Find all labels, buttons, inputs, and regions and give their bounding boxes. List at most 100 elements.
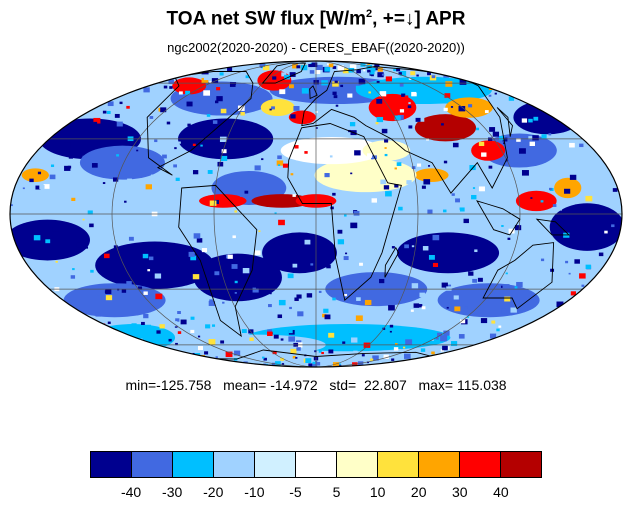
field-cell [280,338,284,341]
field-cell [254,165,261,171]
field-cell [399,70,407,77]
field-cell [234,292,237,294]
field-cell [221,149,227,154]
field-cell [367,63,371,67]
field-cell [533,116,539,121]
field-cell [294,297,299,301]
field-cell [379,278,385,284]
field-cell [464,306,468,310]
field-cell [443,160,448,164]
field-cell [503,142,506,145]
field-cell [207,280,212,285]
field-cell [278,219,285,226]
field-cell [432,234,440,241]
field-cell [96,295,102,300]
field-cell [343,256,349,261]
field-cell [281,72,287,77]
field-cell [502,284,510,290]
coastline-path [496,107,513,137]
field-cell [318,290,322,293]
field-cell [279,89,286,95]
field-cell [321,238,325,242]
field-cell [274,212,277,215]
field-cell [244,364,249,367]
field-cell [552,204,557,207]
field-cell [206,114,211,117]
colorbar-tick-label: -40 [120,484,142,500]
field-cell [35,185,41,190]
field-cell [89,223,94,228]
field-cell [227,67,233,72]
field-cell [76,242,83,248]
coastline-path [301,66,508,194]
field-cell [177,331,182,334]
field-cell [261,158,264,161]
field-cell [214,271,220,276]
field-cell [318,350,322,353]
field-cell [379,91,387,97]
field-cell [547,259,552,263]
field-cell [93,121,98,125]
field-cell [216,87,221,91]
field-cell [305,358,312,364]
field-blob [199,194,247,208]
field-cell [394,343,398,346]
field-blob [471,140,506,161]
field-cell [364,347,369,352]
field-blob [414,168,449,182]
field-cell [136,149,139,152]
field-cell [385,76,393,82]
field-cell [508,96,515,101]
field-cell [205,324,211,329]
longitude-line [213,61,317,367]
field-cell [212,120,218,124]
field-cell [508,228,515,234]
field-cell [344,214,347,217]
field-cell [232,235,236,239]
field-cell [454,306,461,312]
field-cell [363,342,371,348]
field-cell [22,187,25,190]
field-cell [175,177,180,181]
field-cell [612,188,618,192]
field-cell [263,365,267,367]
field-cell [95,312,101,317]
field-cell [261,365,267,367]
field-cell [178,91,183,95]
field-cell [528,118,533,123]
field-cell [50,164,55,168]
field-cell [304,151,308,154]
field-cell [105,295,113,301]
colorbar-tick-label: 40 [493,484,509,500]
field-cell [549,187,552,191]
field-cell [200,357,206,363]
field-cell [324,314,331,320]
field-cell [475,127,480,131]
field-cell [121,289,127,293]
field-cell [411,283,419,289]
field-cell [155,293,163,300]
field-cell [55,260,58,263]
field-cell [427,72,431,76]
field-cell [501,285,504,288]
field-cell [43,184,50,189]
field-cell [604,230,608,234]
field-cell [396,162,402,166]
field-cell [243,363,251,367]
field-blob [288,110,316,125]
field-cell [450,106,454,108]
field-cell [384,153,388,157]
field-cell [529,141,535,146]
field-cell [384,147,387,149]
field-blob [260,99,295,117]
field-cell [289,72,296,77]
field-cell [391,246,395,249]
field-cell [581,284,585,287]
field-cell [332,91,337,95]
map-title: TOA net SW flux [W/m2, +=↓] APR [166,8,466,30]
field-cell [404,353,411,359]
field-cell [103,253,110,259]
field-cell [145,184,152,190]
field-cell [550,130,553,133]
field-cell [302,94,309,100]
